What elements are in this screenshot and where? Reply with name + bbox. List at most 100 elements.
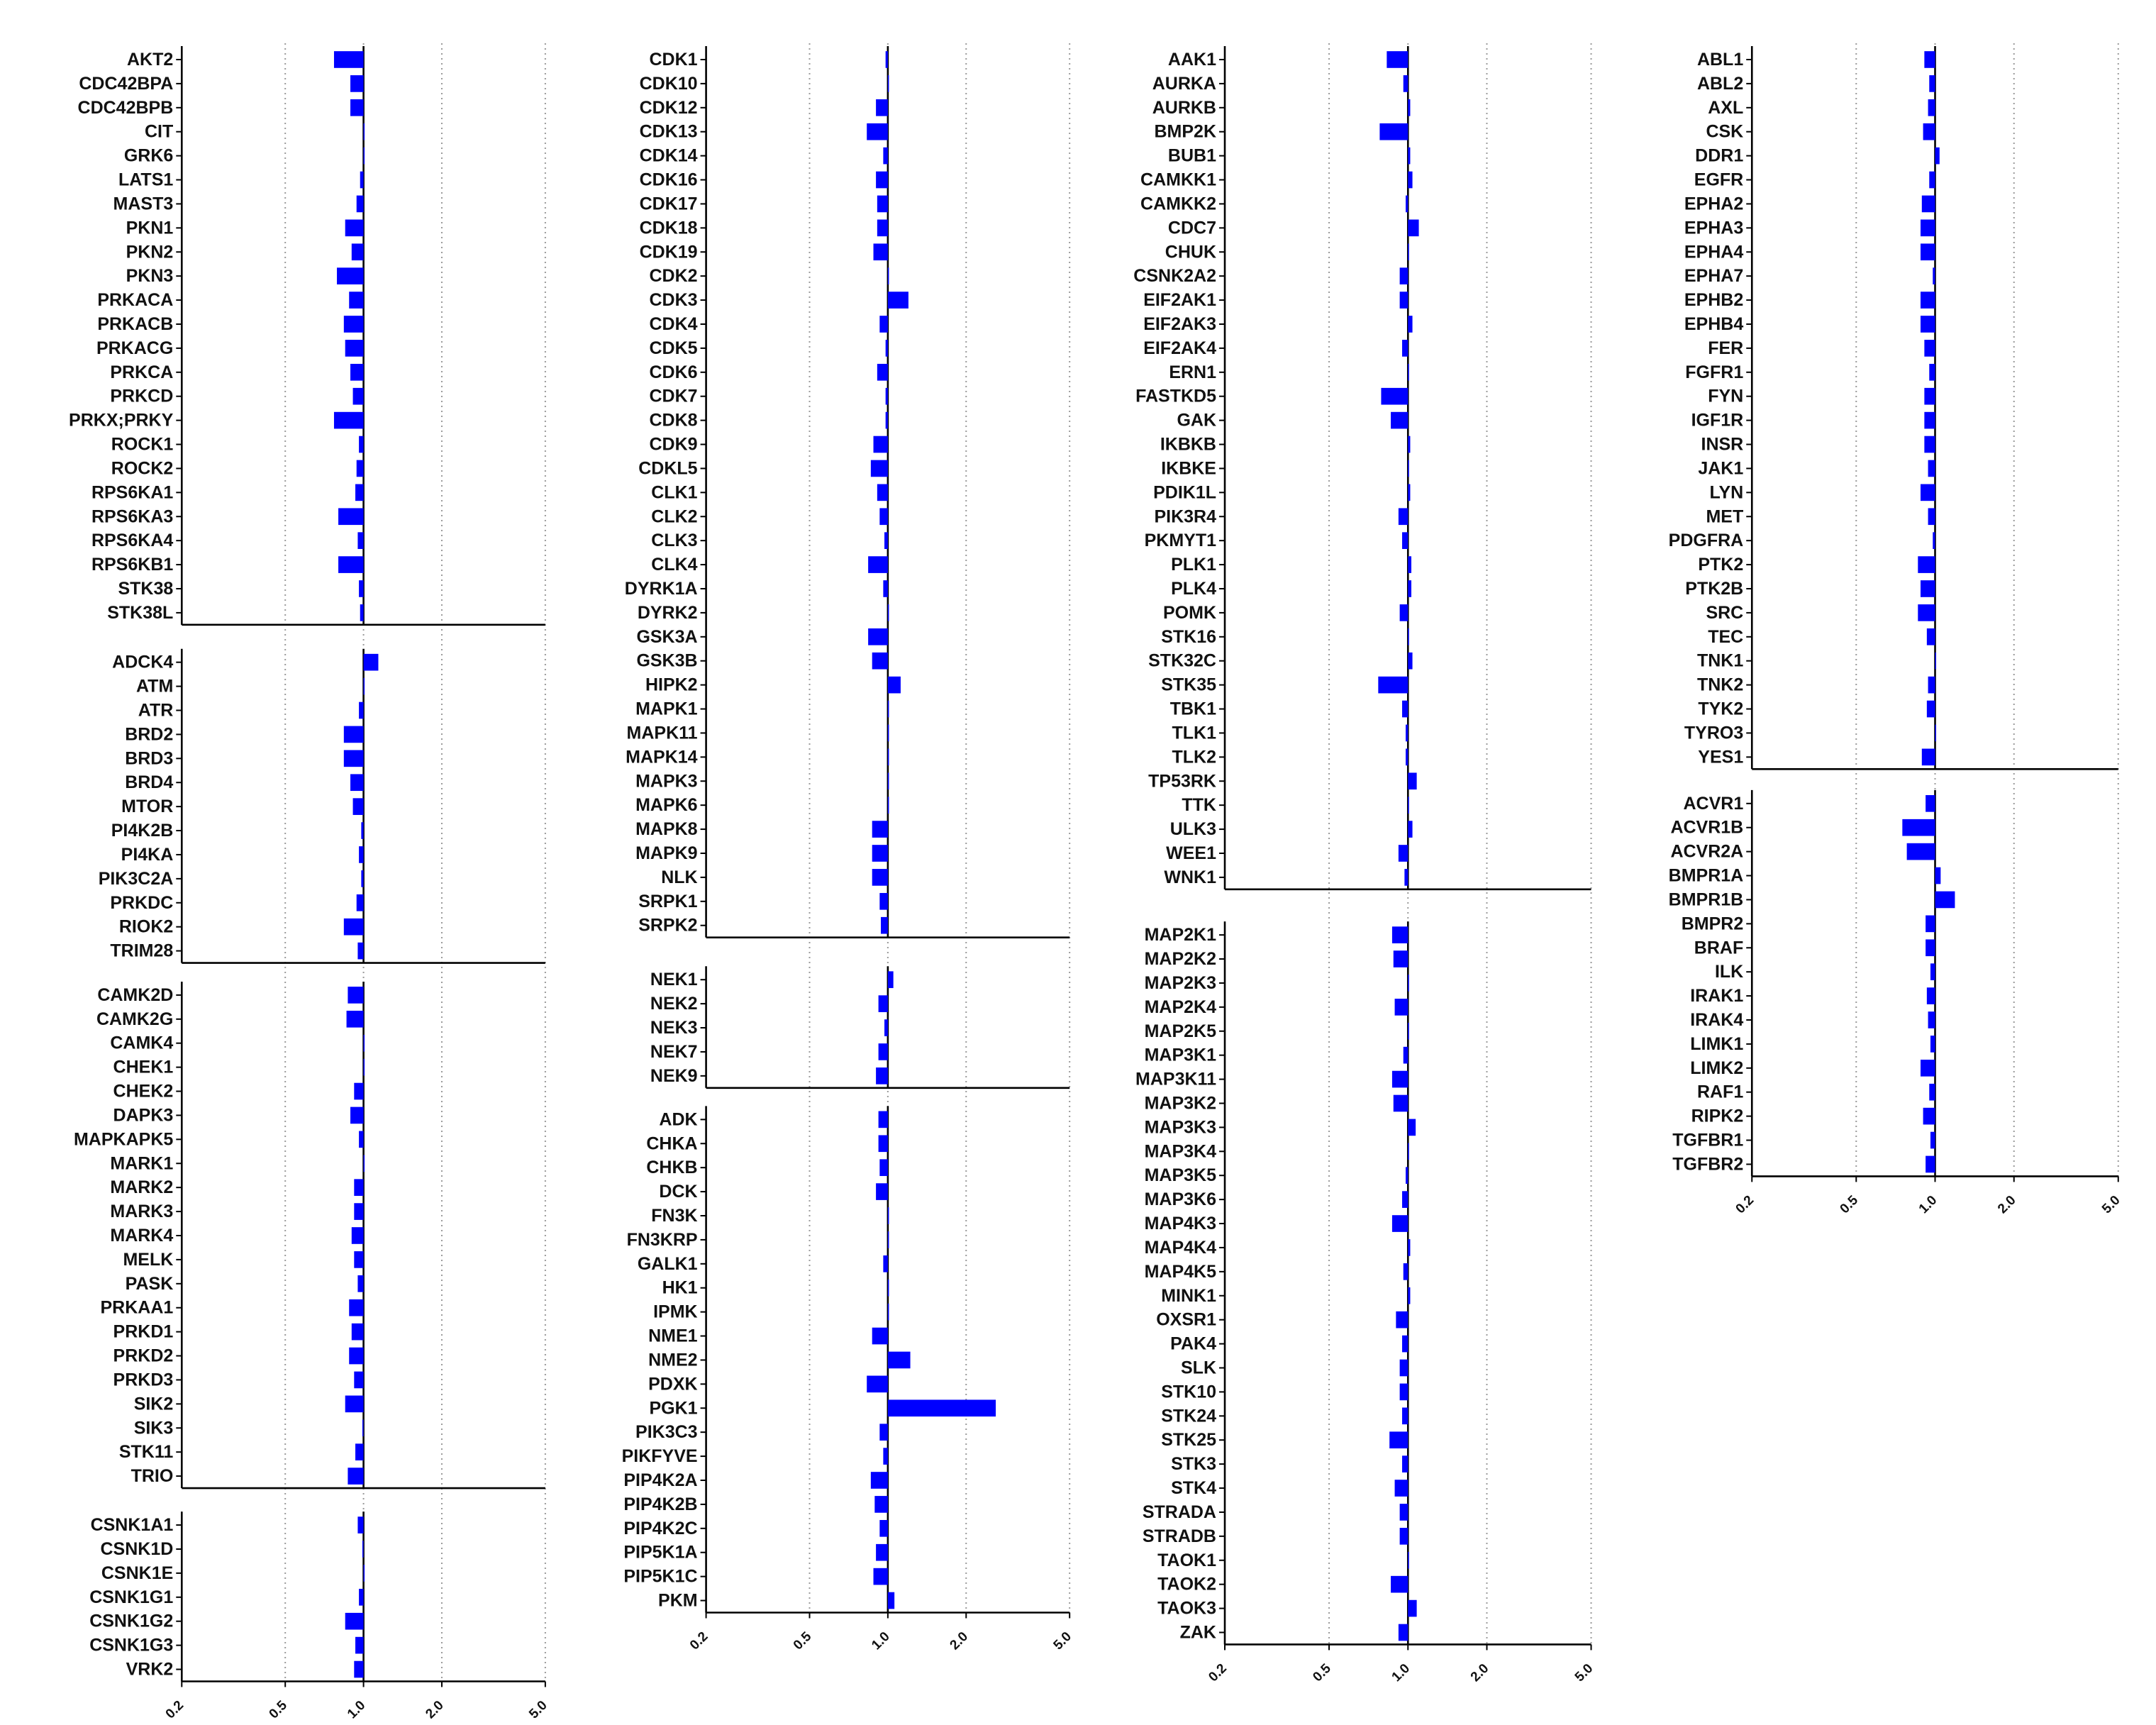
category-label: CDK3	[650, 290, 698, 310]
bar-mapk3	[887, 772, 889, 790]
category-label: STK11	[119, 1442, 174, 1462]
bar-nek7	[878, 1043, 888, 1060]
bar-srpk1	[879, 892, 888, 910]
category-label: EIF2AK4	[1143, 338, 1216, 358]
bar-aak1	[1387, 51, 1408, 68]
bar-rock1	[359, 436, 364, 453]
bar-eif2ak4	[1402, 340, 1408, 357]
bar-limk2	[1920, 1059, 1935, 1077]
bar-ddr1	[1935, 147, 1940, 165]
bar-cdk6	[877, 363, 888, 381]
category-label: MAP2K2	[1145, 949, 1216, 969]
category-label: TEC	[1708, 627, 1743, 647]
category-label: TGFBR1	[1672, 1131, 1743, 1150]
bar-map2k3	[1408, 975, 1409, 992]
category-label: CDK12	[640, 98, 698, 118]
category-label: IRAK4	[1690, 1010, 1743, 1030]
category-label: MINK1	[1161, 1286, 1216, 1306]
category-label: BMP2K	[1154, 122, 1216, 142]
category-label: RPS6KA1	[91, 482, 173, 502]
category-label: STK38L	[107, 603, 173, 623]
bar-map3k2	[1393, 1094, 1408, 1112]
bar-epha3	[1920, 219, 1935, 237]
bar-tyk2	[1926, 700, 1935, 718]
category-label: EPHB2	[1684, 290, 1743, 310]
bar-tbk1	[1402, 700, 1408, 718]
category-label: CSNK1E	[101, 1563, 173, 1583]
bar-prkacg	[345, 340, 364, 357]
category-label: CAMK2G	[96, 1009, 173, 1029]
bar-prkcd	[352, 387, 364, 405]
x-tick-label: 5.0	[1051, 1629, 1075, 1653]
category-label: ABL2	[1697, 74, 1743, 94]
category-label: CDKL5	[638, 458, 697, 478]
bar-gsk3b	[872, 652, 888, 670]
bar-pip4k2b	[874, 1496, 888, 1513]
category-label: YES1	[1698, 747, 1743, 767]
category-label: MAPK1	[635, 699, 698, 719]
bar-pik3c3	[879, 1424, 888, 1441]
bar-csnk1d	[362, 1541, 364, 1558]
category-label: PDGFRA	[1669, 531, 1744, 550]
category-label: MAP2K1	[1145, 925, 1217, 945]
category-label: PIP4K2B	[623, 1494, 697, 1514]
category-label: ERN1	[1169, 362, 1216, 382]
category-label: EIF2AK1	[1143, 290, 1216, 310]
chart-column-4: ABL1 ABL2 AXL CSK DDR1 EGFR EPHA2 EPHA3 EPHA4 EPH…	[1669, 43, 2123, 1216]
category-label: CAMK4	[110, 1033, 173, 1053]
bar-mark1	[363, 1155, 365, 1172]
category-label: SRC	[1706, 603, 1743, 623]
category-label: PGK1	[649, 1398, 697, 1418]
category-label: PIK3C3	[635, 1422, 698, 1442]
bar-pomk	[1399, 604, 1408, 621]
bar-ripk2	[1923, 1107, 1935, 1125]
bar-prkacb	[343, 316, 364, 333]
category-label: CDK10	[640, 74, 698, 94]
bar-ephb4	[1920, 316, 1935, 333]
category-label: MAP4K4	[1145, 1238, 1217, 1258]
bar-atm	[363, 677, 365, 695]
category-label: RIOK2	[119, 917, 173, 937]
category-label: PRKD3	[113, 1370, 174, 1390]
bar-ikbke	[1408, 460, 1409, 477]
bar-rock2	[356, 460, 364, 477]
bar-sik3	[362, 1419, 364, 1437]
category-label: MAP3K6	[1145, 1189, 1216, 1209]
category-label: RPS6KB1	[91, 555, 173, 575]
bar-tgfbr1	[1930, 1131, 1935, 1149]
category-label: TRIO	[131, 1466, 174, 1486]
category-label: CHEK1	[113, 1058, 174, 1077]
category-label: MAPK14	[626, 747, 698, 767]
category-label: GAK	[1177, 411, 1216, 431]
bar-prkca	[350, 363, 364, 381]
bar-pak4	[1402, 1335, 1408, 1353]
bar-akt2	[333, 51, 364, 68]
category-label: PIK3R4	[1154, 506, 1216, 526]
bar-taok2	[1391, 1575, 1408, 1593]
bar-dck	[876, 1183, 888, 1200]
bar-cdk9	[873, 436, 888, 453]
category-label: BRAF	[1694, 938, 1743, 958]
bar-epha2	[1921, 195, 1935, 213]
category-label: WEE1	[1166, 843, 1216, 863]
category-label: CLK1	[651, 482, 697, 502]
bar-chek1	[363, 1058, 365, 1076]
category-label: DCK	[659, 1182, 697, 1202]
category-label: PRKDC	[110, 893, 173, 913]
category-label: TNK1	[1697, 651, 1743, 671]
bar-pik3r4	[1398, 508, 1408, 526]
category-label: MAP3K3	[1145, 1117, 1216, 1137]
category-label: FER	[1708, 338, 1743, 358]
bar-mtor	[352, 798, 364, 815]
bar-gak	[1391, 411, 1408, 429]
x-tick-label: 0.5	[267, 1698, 291, 1722]
bar-bmp2k	[1379, 123, 1408, 140]
category-label: ABL1	[1697, 50, 1743, 70]
category-label: CSK	[1706, 122, 1743, 142]
category-label: MAP2K4	[1145, 997, 1217, 1017]
category-label: CDK16	[640, 170, 698, 190]
category-label: CHKB	[646, 1158, 697, 1177]
bar-map2k1	[1391, 926, 1408, 943]
category-label: PKN1	[126, 218, 174, 238]
category-label: CDK14	[640, 146, 698, 166]
